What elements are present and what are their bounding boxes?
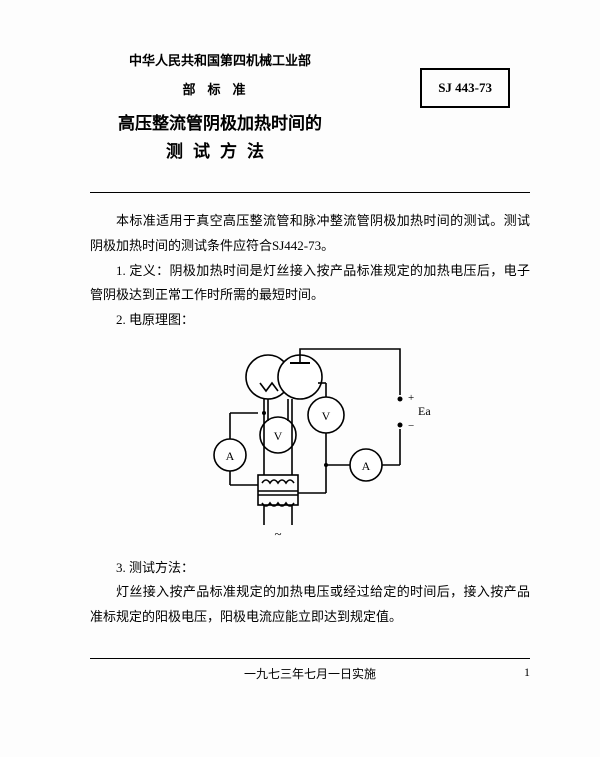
node-2	[262, 411, 266, 415]
ministry-name: 中华人民共和国第四机械工业部	[90, 50, 350, 69]
transformer	[258, 475, 298, 525]
terminal-minus	[398, 422, 403, 427]
voltmeter-left-label: V	[274, 429, 283, 443]
ac-label: ~	[274, 526, 281, 541]
footer-row: 一九七三年七月一日实施 1	[90, 665, 530, 682]
circuit-diagram: V V A A + Ea	[90, 343, 530, 548]
paragraph-diagram-label: 2. 电原理图：	[90, 308, 530, 333]
dept-standard-label: 部标准	[90, 79, 350, 98]
page-number: 1	[510, 665, 530, 682]
document-page: 中华人民共和国第四机械工业部 部标准 高压整流管阴极加热时间的 测试方法 SJ …	[0, 0, 600, 757]
header-block: 中华人民共和国第四机械工业部 部标准 高压整流管阴极加热时间的 测试方法 SJ …	[90, 50, 530, 162]
body-text-2: 3. 测试方法： 灯丝接入按产品标准规定的加热电压或经过给定的时间后，接入按产品…	[90, 556, 530, 630]
ea-label: Ea	[418, 404, 431, 418]
paragraph-method-text: 灯丝接入按产品标准规定的加热电压或经过给定的时间后，接入按产品准标规定的阳极电压…	[90, 580, 530, 629]
paragraph-definition: 1. 定义：阴极加热时间是灯丝接入按产品标准规定的加热电压后，电子管阴极达到正常…	[90, 259, 530, 308]
node-1	[324, 463, 328, 467]
document-title-line2: 测试方法	[90, 137, 350, 162]
header-rule	[90, 192, 530, 193]
body-text: 本标准适用于真空高压整流管和脉冲整流管阴极加热时间的测试。测试阴极加热时间的测试…	[90, 209, 530, 332]
footer-rule	[90, 658, 530, 659]
paragraph-method-label: 3. 测试方法：	[90, 556, 530, 581]
minus-label: −	[408, 420, 414, 432]
terminal-plus	[398, 396, 403, 401]
transformer-box	[258, 475, 298, 505]
voltmeter-right-label: V	[322, 409, 331, 423]
plus-label: +	[408, 392, 414, 404]
transformer-secondary	[262, 480, 294, 483]
document-title-line1: 高压整流管阴极加热时间的	[90, 110, 350, 137]
ammeter-right-label: A	[362, 459, 371, 473]
standard-number-box: SJ 443-73	[420, 68, 510, 108]
footer-spacer	[90, 665, 110, 682]
footer-date: 一九七三年七月一日实施	[110, 665, 510, 682]
circuit-svg: V V A A + Ea	[170, 343, 450, 543]
paragraph-scope: 本标准适用于真空高压整流管和脉冲整流管阴极加热时间的测试。测试阴极加热时间的测试…	[90, 209, 530, 258]
ammeter-left-label: A	[226, 449, 235, 463]
